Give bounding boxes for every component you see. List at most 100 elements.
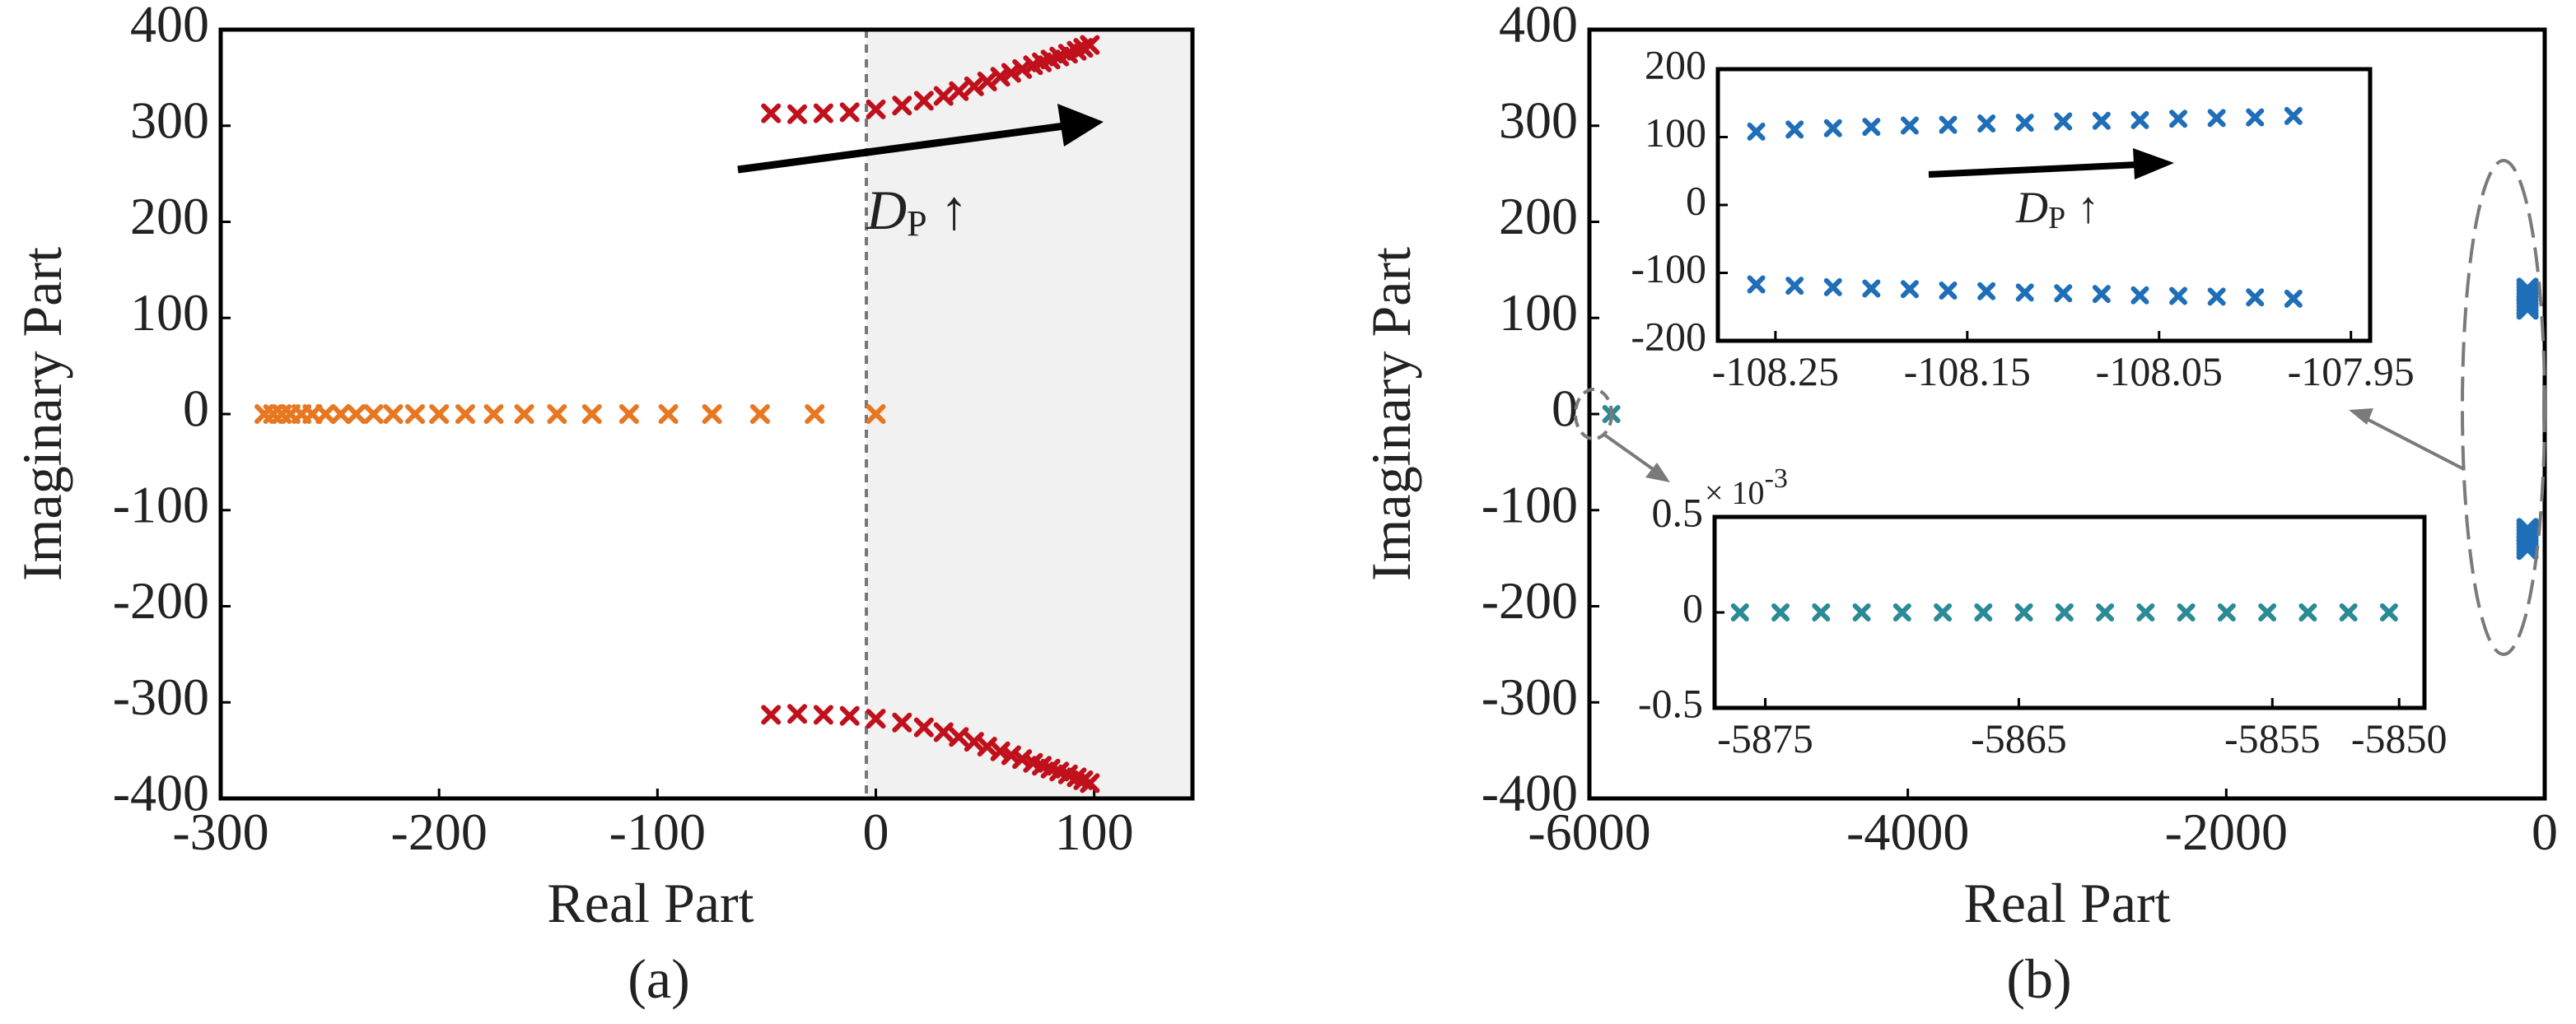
panel-a-x-tick-label: 100 (1055, 803, 1134, 861)
panel-a-point (933, 722, 954, 742)
inset1-point (1823, 277, 1842, 296)
inset1-point (2092, 285, 2111, 304)
inset2-x-tick-label: -5865 (1971, 715, 2067, 761)
inset1-point (1977, 114, 1996, 133)
panel-a-y-tick-label: 0 (183, 379, 209, 438)
panel-a-point (949, 81, 969, 101)
inset1-dp-label: DP ↑ (2015, 183, 2099, 235)
inset2-exponent-label: × 10-3 (1705, 463, 1788, 511)
panel-b-y-tick-label: -100 (1482, 475, 1578, 533)
inset1-point (1977, 282, 1996, 300)
inset1-point (2130, 110, 2149, 129)
panel-a-point (405, 404, 425, 424)
panel-b-inset-far-left: 0.5 0 -0.5 -5875 -5865 -5855 -5850 × 10-3 (1638, 463, 2448, 761)
panel-b-near-axis-pointer (2349, 408, 2465, 471)
inset2-data-points (1730, 603, 2398, 621)
panel-a-point (618, 404, 639, 424)
panel-a-y-tick-label: -400 (113, 764, 209, 822)
panel-a-point (1080, 773, 1100, 794)
panel-a-point (913, 91, 934, 111)
inset1-point (2246, 108, 2265, 127)
inset2-y-ticks: 0.5 0 -0.5 (1638, 489, 1724, 726)
inset2-point (2379, 603, 2398, 621)
panel-a-x-tick-label: 0 (863, 803, 889, 861)
inset2-point (1974, 603, 1993, 621)
panel-a-point (813, 705, 833, 725)
panel-a-y-tick-label: -300 (113, 668, 209, 726)
panel-a-point (330, 404, 351, 424)
panel-a-x-tick-label: -100 (609, 803, 706, 861)
panel-a-point (913, 717, 934, 738)
panel-b-far-left-pointer (1603, 433, 1670, 482)
inset1-x-tick-label: -107.95 (2288, 348, 2415, 394)
inset1-y-tick-label: 0 (1686, 177, 1706, 223)
panel-a-y-tick-label: -100 (113, 475, 209, 533)
inset2-series-real-modes (1730, 603, 2398, 621)
inset1-y-ticks: 200 100 0 -100 -200 (1631, 41, 1728, 359)
panel-a-series-oscillatory-lower (761, 704, 1100, 794)
panel-a-x-tick-label: -300 (172, 803, 268, 861)
panel-b-caption: (b) (2006, 947, 2071, 1010)
panel-a-point (933, 86, 954, 106)
panel-a-unstable-region (866, 30, 1192, 798)
panel-a-point (547, 404, 567, 424)
panel-a-point (749, 404, 770, 424)
panel-a-point (483, 404, 504, 424)
panel-a-point (839, 705, 860, 726)
panel-b-x-tick-label: -4000 (1846, 803, 1969, 861)
inset1-point (1900, 280, 1919, 299)
inset1-point (2207, 109, 2226, 128)
panel-a-point (787, 704, 808, 724)
inset1-y-tick-label: 200 (1645, 41, 1706, 87)
panel-a-dp-label: DP ↑ (866, 179, 968, 244)
panel-a-y-tick-label: 200 (130, 187, 209, 245)
panel-b-y-tick-label: 400 (1499, 0, 1578, 54)
panel-b-y-tick-label: -200 (1482, 571, 1578, 630)
inset1-point (2169, 286, 2188, 305)
inset1-point (1747, 275, 1766, 294)
inset2-x-tick-label: -5850 (2351, 715, 2448, 761)
panel-b-y-tick-label: 300 (1499, 91, 1578, 149)
panel-a-point (363, 404, 384, 424)
inset2-y-tick-label: -0.5 (1638, 680, 1703, 726)
inset1-point (2015, 283, 2034, 302)
panel-a-point (949, 727, 969, 747)
inset1-x-tick-label: -108.05 (2096, 348, 2223, 394)
inset1-point (1939, 115, 1958, 134)
panel-a-y-tick-label: -200 (113, 571, 209, 630)
inset2-point (2136, 603, 2155, 621)
panel-b-y-tick-label: -300 (1482, 668, 1578, 726)
panel-a-point (1080, 35, 1100, 55)
inset1-point (1747, 122, 1766, 141)
panel-a-caption: (a) (628, 947, 689, 1010)
panel-a-point (581, 404, 602, 424)
panel-b: -400 -300 -200 -100 0 100 200 300 400 -6000 -4000… (1360, 0, 2558, 1010)
panel-a-x-ticks: -300 -200 -100 0 100 (172, 789, 1134, 861)
inset1-x-tick-label: -108.15 (1904, 348, 2031, 394)
inset1-dp-arrow (1928, 148, 2174, 179)
inset2-x-tick-label: -5875 (1717, 715, 1813, 761)
panel-b-near-axis-highlight (2461, 159, 2546, 656)
panel-a-x-tick-label: -200 (391, 803, 488, 861)
panel-a-point (761, 705, 782, 725)
inset1-point (2054, 284, 2073, 303)
panel-a-point (866, 99, 886, 119)
inset2-point (1812, 603, 1831, 621)
inset1-x-ticks: -108.25 -108.15 -108.05 -107.95 (1712, 331, 2415, 394)
panel-b-y-tick-label: 200 (1499, 187, 1578, 245)
panel-a-point (702, 404, 722, 424)
inset2-y-tick-label: 0 (1682, 584, 1703, 631)
inset2-point (2217, 603, 2236, 621)
panel-a-series-real-modes (254, 404, 886, 424)
panel-a-y-ticks: -400 -300 -200 -100 0 100 200 300 400 (113, 0, 231, 822)
panel-b-x-tick-label: -2000 (2165, 803, 2288, 861)
inset2-point (2339, 603, 2358, 621)
panel-a-point (805, 404, 825, 424)
inset1-x-tick-label: -108.25 (1712, 348, 1839, 394)
inset1-point (2092, 111, 2111, 130)
panel-a-point (839, 102, 860, 123)
inset2-point (1730, 603, 1749, 621)
